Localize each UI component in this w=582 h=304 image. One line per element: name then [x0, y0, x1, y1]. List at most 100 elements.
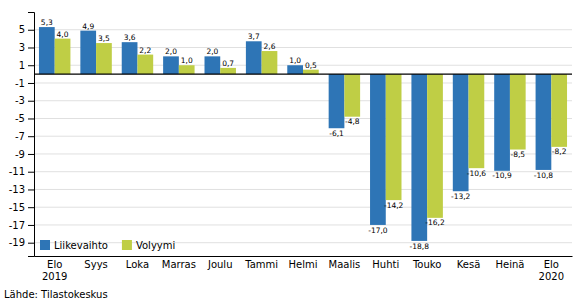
data-label: 1,0: [181, 56, 193, 65]
y-tick-label: 3: [19, 42, 25, 53]
y-tick-mark: [28, 30, 34, 31]
x-tick: Heinä: [495, 259, 524, 270]
data-label: 2,6: [264, 42, 276, 51]
x-tick-label: Heinä: [495, 259, 524, 270]
bar: [246, 41, 262, 74]
bar: [411, 74, 427, 241]
data-label: -16,2: [425, 218, 445, 227]
grid-line: [34, 82, 572, 83]
y-tick: -5: [15, 113, 34, 124]
data-label: 3,5: [98, 34, 110, 43]
data-label: 4,0: [57, 30, 69, 39]
y-tick-label: -9: [15, 149, 25, 160]
y-tick-mark: [28, 83, 34, 84]
y-tick-label: -19: [9, 237, 25, 248]
grid-line: [34, 207, 572, 208]
data-label: -10,6: [467, 169, 487, 178]
x-tick-label: Joulu: [207, 259, 233, 270]
grid-line: [34, 118, 572, 119]
data-label: 5,3: [41, 18, 53, 27]
data-label: 4,9: [82, 22, 94, 31]
y-tick: -13: [9, 184, 34, 195]
y-tick: -17: [9, 220, 34, 231]
bar: [122, 42, 138, 74]
bar: [262, 51, 278, 74]
bar: [137, 55, 153, 75]
data-label: -8,2: [552, 147, 567, 156]
y-tick-label: -7: [15, 131, 25, 142]
x-tick-label: Kesä: [457, 259, 481, 270]
x-tick: Helmi: [289, 259, 318, 270]
bar: [469, 74, 485, 168]
y-tick: -9: [15, 149, 34, 160]
y-tick: -19: [9, 237, 34, 248]
source-note: Lähde: Tilastokeskus: [4, 289, 108, 300]
y-tick-mark: [28, 243, 34, 244]
data-label: -18,8: [410, 242, 430, 251]
bar-series: [55, 39, 567, 218]
bar: [329, 74, 345, 128]
y-tick-label: -11: [9, 166, 25, 177]
y-tick: -11: [9, 166, 34, 177]
y-tick-label: -15: [9, 202, 25, 213]
x-tick-label: Elo2020: [539, 259, 564, 282]
y-tick-mark: [28, 65, 34, 66]
data-label: 2,0: [165, 47, 177, 56]
grid: [34, 30, 572, 243]
x-tick: Elo2019: [42, 259, 67, 282]
data-label: 3,7: [248, 32, 260, 41]
y-tick-label: 1: [19, 60, 25, 71]
data-label: 2,2: [139, 46, 151, 55]
y-axis-line: [28, 13, 35, 257]
x-tick-label: Elo2019: [42, 259, 67, 282]
grid-line: [34, 100, 572, 101]
grid-line: [34, 47, 572, 48]
bar: [80, 31, 96, 74]
x-tick-label: Syys: [84, 259, 107, 270]
y-tick-label: -1: [15, 78, 25, 89]
y-tick-label: -5: [15, 113, 25, 124]
legend-label: Volyymi: [136, 240, 175, 251]
y-tick-mark: [28, 225, 34, 226]
chart: -19-17-15-13-11-9-7-5-3-1135Elo2019SyysL…: [0, 0, 582, 304]
x-tick-label: Helmi: [289, 259, 318, 270]
bar: [205, 56, 221, 74]
grid-line: [34, 189, 572, 190]
grid-line: [34, 29, 572, 30]
grid-line: [34, 153, 572, 154]
data-label: -10,9: [492, 171, 512, 180]
x-tick: Elo2020: [539, 259, 564, 282]
bar: [55, 39, 71, 74]
x-tick: Syys: [84, 259, 107, 270]
grid-line: [34, 224, 572, 225]
y-tick-mark: [28, 207, 34, 208]
x-axis: Elo2019SyysLokaMarrasJouluTammiHelmiMaal…: [35, 257, 573, 282]
data-labels: 5,34,93,62,02,03,71,0-6,1-17,0-18,8-13,2…: [41, 18, 567, 250]
bar: [287, 65, 303, 74]
data-label: 3,6: [124, 33, 136, 42]
data-label: -17,0: [368, 226, 388, 235]
grid-line: [34, 136, 572, 137]
y-tick-mark: [28, 101, 34, 102]
x-tick-label: Loka: [126, 259, 149, 270]
x-tick: Touko: [412, 259, 441, 270]
y-tick: 5: [19, 24, 34, 35]
data-label: -10,8: [534, 171, 554, 180]
grid-line: [34, 171, 572, 172]
bar: [96, 43, 112, 74]
bar: [39, 27, 55, 74]
bar: [303, 70, 319, 74]
x-axis-line: [35, 256, 573, 257]
plot: -19-17-15-13-11-9-7-5-3-1135Elo2019SyysL…: [9, 13, 573, 282]
y-tick-mark: [28, 118, 34, 119]
y-tick-mark: [28, 189, 34, 190]
x-tick: Marras: [162, 259, 196, 270]
bar: [220, 68, 236, 74]
legend-item: Liikevaihto: [40, 240, 108, 251]
x-tick: Loka: [126, 259, 149, 270]
legend-item: Volyymi: [122, 240, 175, 251]
x-tick-label: Marras: [162, 259, 196, 270]
zero-line: [34, 74, 572, 75]
x-tick-label: Touko: [412, 259, 441, 270]
y-tick: 1: [19, 60, 34, 71]
